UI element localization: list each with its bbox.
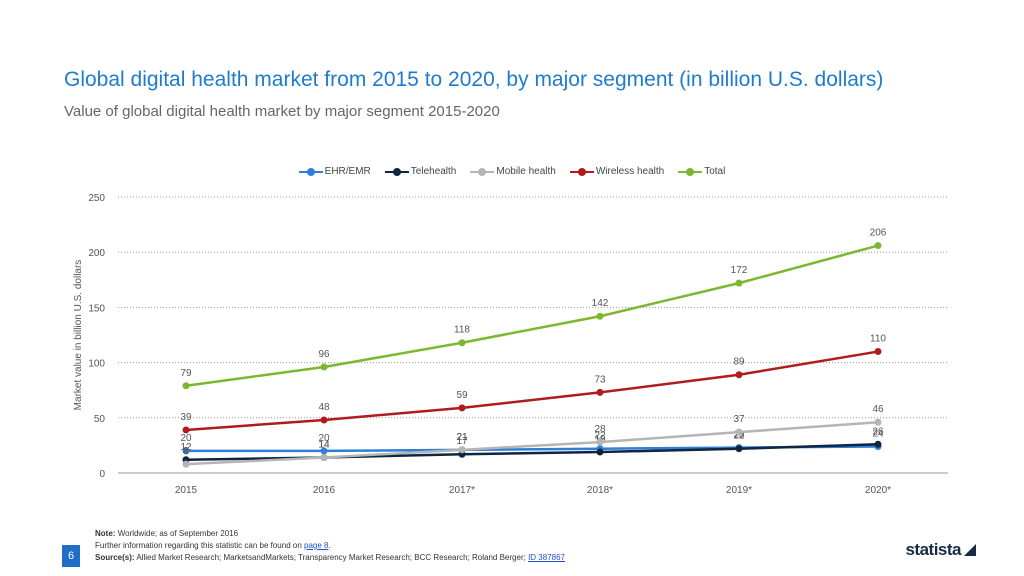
page-number: 6 <box>62 545 80 567</box>
data-label: 118 <box>454 325 470 336</box>
legend-label: EHR/EMR <box>324 166 371 177</box>
data-point <box>596 312 604 320</box>
source-line: Source(s): Allied Market Research; Marke… <box>95 553 565 562</box>
data-label: 20 <box>318 433 330 444</box>
data-point <box>596 448 604 456</box>
data-label: 12 <box>180 442 192 453</box>
legend-item[interactable]: Mobile health <box>470 166 556 177</box>
data-point <box>735 428 743 436</box>
data-point <box>458 404 466 412</box>
x-tick-label: 2015 <box>175 485 198 496</box>
data-point <box>182 447 190 455</box>
chart-title: Global digital health market from 2015 t… <box>64 68 884 91</box>
data-label: 8 <box>183 446 189 457</box>
legend-swatch-icon <box>384 167 409 176</box>
data-point <box>320 416 328 424</box>
data-point <box>458 339 466 347</box>
brand-text: statista <box>905 540 961 559</box>
data-point <box>874 242 882 250</box>
data-point <box>320 447 328 455</box>
data-label: 22 <box>733 431 745 442</box>
y-axis-label: Market value in billion U.S. dollars <box>73 260 84 411</box>
chart-legend: EHR/EMR Telehealth Mobile health Wireless h… <box>0 166 1024 177</box>
x-tick-label: 2018* <box>587 485 613 496</box>
data-label: 39 <box>180 412 192 423</box>
legend-swatch-icon <box>298 167 323 176</box>
footer-notes: Note: Worldwide; as of September 2016 Fu… <box>95 528 565 564</box>
data-label: 14 <box>318 440 330 451</box>
logo-mark-icon <box>964 544 976 556</box>
data-label: 14 <box>318 440 330 451</box>
data-point <box>735 371 743 379</box>
legend-swatch-icon <box>569 167 594 176</box>
data-label: 21 <box>456 432 468 443</box>
data-label: 48 <box>318 402 330 413</box>
data-point <box>182 382 190 390</box>
data-label: 28 <box>594 424 606 435</box>
data-label: 24 <box>872 429 884 440</box>
y-tick-label: 150 <box>88 303 105 314</box>
data-label: 73 <box>594 374 606 385</box>
statista-logo[interactable]: statista <box>905 540 976 560</box>
data-label: 20 <box>180 433 192 444</box>
data-label: 110 <box>870 334 886 345</box>
legend-item[interactable]: Telehealth <box>384 166 457 177</box>
data-point <box>320 363 328 371</box>
data-point <box>735 445 743 453</box>
data-point <box>182 460 190 468</box>
data-point <box>874 348 882 356</box>
data-label: 79 <box>180 368 192 379</box>
y-tick-label: 0 <box>99 469 105 480</box>
legend-label: Total <box>704 166 726 177</box>
y-tick-label: 200 <box>88 248 105 259</box>
legend-item[interactable]: EHR/EMR <box>298 166 371 177</box>
note-line: Note: Worldwide; as of September 2016 <box>95 529 239 538</box>
x-tick-label: 2019* <box>726 485 752 496</box>
source-id-link[interactable]: ID 387867 <box>528 553 565 562</box>
data-point <box>596 388 604 396</box>
legend-swatch-icon <box>470 167 495 176</box>
data-label: 21 <box>456 432 468 443</box>
data-label: 46 <box>872 404 884 415</box>
page-link[interactable]: page 8 <box>304 541 329 550</box>
data-label: 89 <box>733 357 745 368</box>
data-point <box>182 426 190 434</box>
data-point <box>458 446 466 454</box>
chart-subtitle: Value of global digital health market by… <box>64 103 500 120</box>
x-tick-label: 2020* <box>865 485 891 496</box>
legend-item[interactable]: Total <box>678 166 725 177</box>
data-point <box>320 454 328 462</box>
legend-item[interactable]: Wireless health <box>569 166 665 177</box>
data-point <box>735 279 743 287</box>
data-point <box>874 418 882 426</box>
legend-swatch-icon <box>678 167 703 176</box>
legend-label: Telehealth <box>410 166 457 177</box>
series-line-mobile-health <box>185 420 879 466</box>
data-label: 142 <box>592 298 609 309</box>
data-label: 17 <box>456 436 468 447</box>
y-tick-label: 50 <box>94 414 106 425</box>
data-point <box>874 440 882 448</box>
data-label: 22 <box>594 431 606 442</box>
data-label: 96 <box>318 349 330 360</box>
data-label: 26 <box>872 426 884 437</box>
x-tick-label: 2016 <box>313 485 336 496</box>
series-line-wireless-health <box>185 350 879 432</box>
series-line-total <box>185 244 879 388</box>
y-tick-label: 100 <box>88 359 105 370</box>
data-label: 206 <box>870 228 887 239</box>
data-label: 172 <box>731 265 748 276</box>
legend-label: Wireless health <box>595 166 665 177</box>
data-point <box>596 438 604 446</box>
data-label: 59 <box>456 390 468 401</box>
legend-label: Mobile health <box>496 166 556 177</box>
x-tick-label: 2017* <box>449 485 475 496</box>
y-tick-label: 250 <box>88 193 105 204</box>
data-label: 37 <box>733 414 745 425</box>
further-info-line: Further information regarding this stati… <box>95 541 331 550</box>
